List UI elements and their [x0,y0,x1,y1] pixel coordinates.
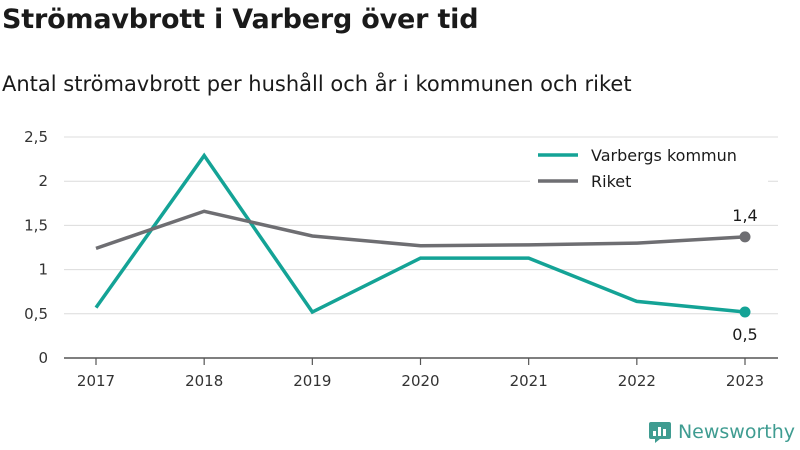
x-tick-label: 2020 [401,372,439,390]
y-tick-label: 2,5 [24,128,48,146]
end-value-label: 1,4 [732,206,757,225]
series-lines [94,152,751,318]
newsworthy-logo-icon [648,422,671,443]
x-tick-label: 2017 [77,372,115,390]
y-tick-label: 1,5 [24,216,48,234]
end-value-label: 0,5 [732,325,757,344]
legend-label: Varbergs kommun [591,146,737,165]
chart-title: Strömavbrott i Varberg över tid [2,4,479,35]
x-tick-label: 2023 [726,372,764,390]
data-labels: 0,5 1,4 [732,206,757,344]
series-line-2 [95,209,746,251]
chart-subtitle: Antal strömavbrott per hushåll och år i … [2,72,632,96]
brand-name: Newsworthy [677,421,795,443]
x-tick-label: 2022 [618,372,656,390]
brand-logo: Newsworthy [648,420,795,444]
legend-background [530,139,768,197]
series-end-point-2 [739,231,751,243]
y-tick-label: 1 [38,261,48,279]
legend-label: Riket [591,172,631,191]
axes: 0 0,5 1 1,5 2 2,5 2017 2018 2019 2020 2021 2022 2023 [24,128,778,390]
series-end-point-1 [739,306,751,318]
y-tick-label: 2 [38,172,48,190]
x-tick-label: 2019 [293,372,331,390]
x-tick-label: 2018 [185,372,223,390]
y-tick-label: 0,5 [24,305,48,323]
legend: Varbergs kommun Riket [530,139,768,197]
series-line-1 [94,152,746,315]
y-tick-label: 0 [38,349,48,367]
x-tick-label: 2021 [510,372,548,390]
